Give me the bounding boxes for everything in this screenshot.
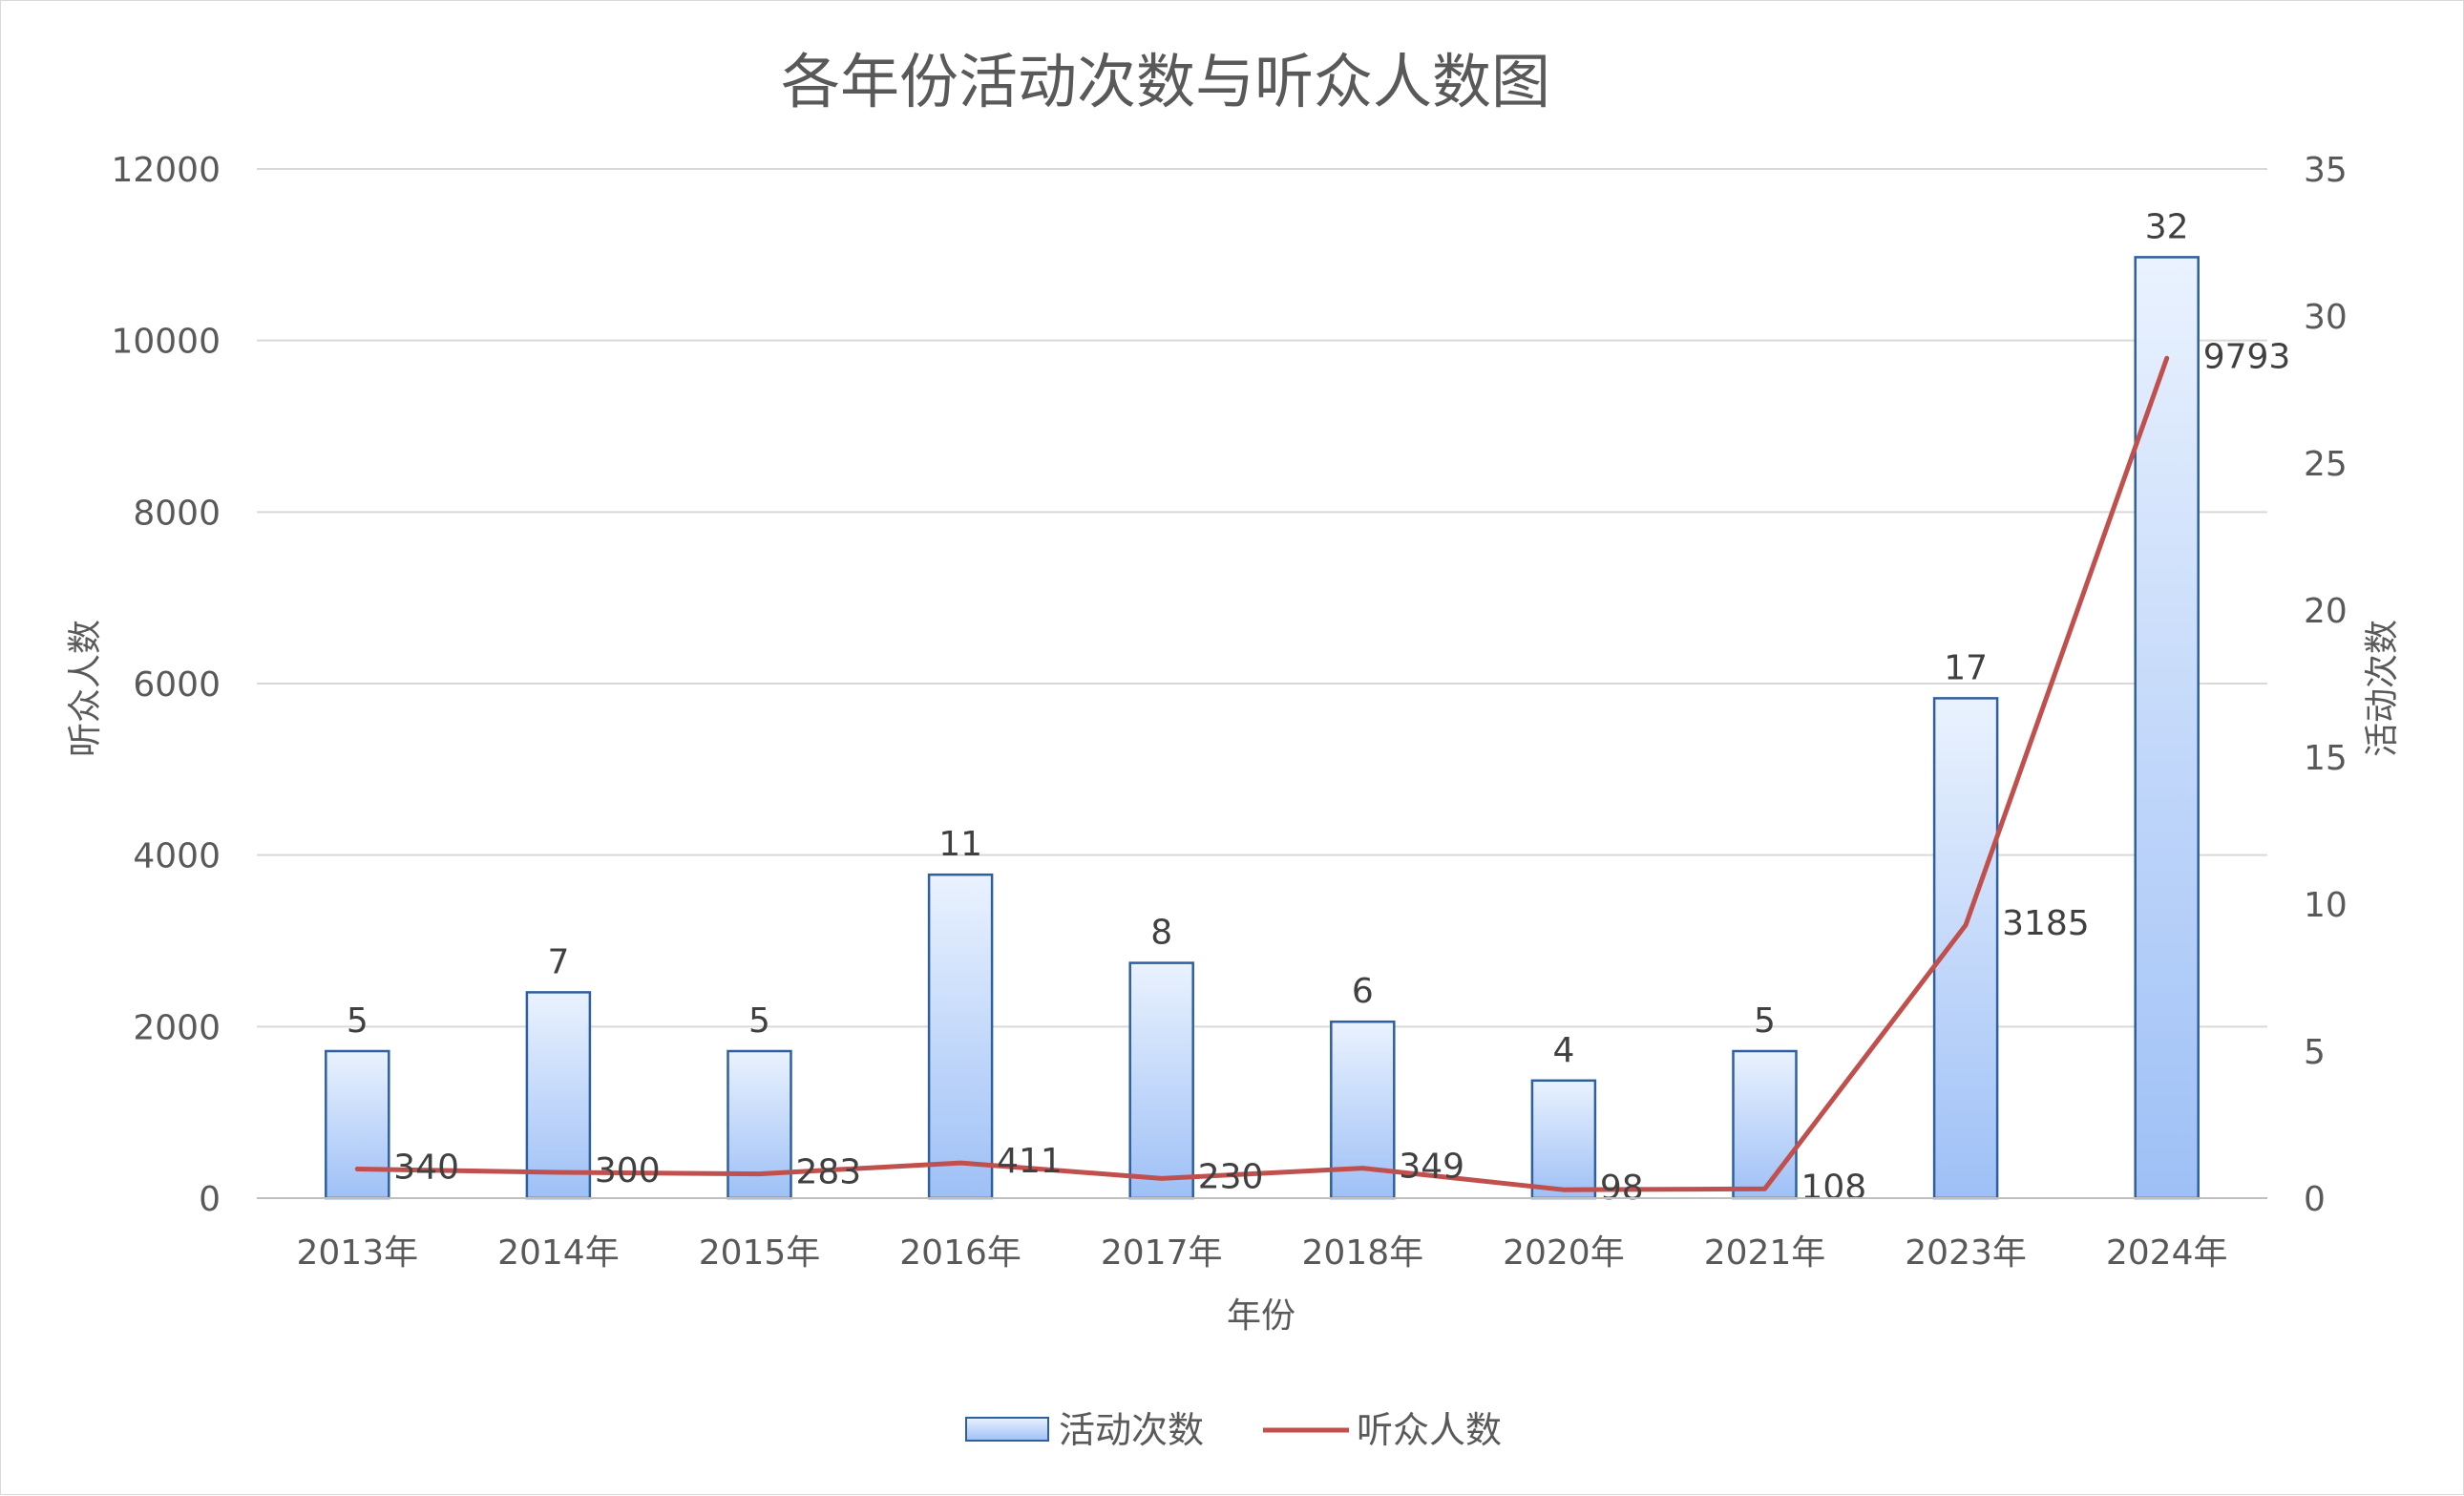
bar-data-label: 5 bbox=[347, 1001, 369, 1041]
x-tick-label: 2016年 bbox=[899, 1233, 1021, 1273]
y2-tick-label: 35 bbox=[2304, 151, 2348, 190]
gridlines bbox=[257, 168, 2267, 1199]
data-labels: 5 7 5 11 8 6 4 5 17 32 340 300 283 411 230 349 98 108 3185… bbox=[347, 207, 2290, 1208]
x-tick-label: 2013年 bbox=[296, 1233, 418, 1273]
y-tick-label: 4000 bbox=[133, 837, 221, 876]
bar bbox=[1128, 961, 1194, 1200]
line-data-label: 411 bbox=[997, 1142, 1063, 1181]
x-tick-label: 2015年 bbox=[699, 1233, 821, 1273]
y2-axis-title: 活动次数 bbox=[2363, 620, 2402, 757]
bar-data-label: 11 bbox=[938, 825, 982, 864]
x-axis-title: 年份 bbox=[1227, 1296, 1295, 1336]
x-tick-label: 2020年 bbox=[1503, 1233, 1625, 1273]
x-tick-label: 2017年 bbox=[1101, 1233, 1223, 1273]
y2-tick-label: 0 bbox=[2304, 1180, 2326, 1219]
x-tick-label: 2023年 bbox=[1905, 1233, 2027, 1273]
bar-data-label: 4 bbox=[1552, 1031, 1574, 1070]
y2-tick-label: 5 bbox=[2304, 1033, 2326, 1072]
y2-tick-label: 20 bbox=[2304, 592, 2348, 631]
line-data-label: 283 bbox=[796, 1153, 862, 1192]
line-path bbox=[354, 355, 2170, 1192]
y2-tick-label: 25 bbox=[2304, 445, 2348, 484]
y-tick-label: 6000 bbox=[133, 665, 221, 705]
y2-tick-label: 15 bbox=[2304, 739, 2348, 778]
chart-title: 各年份活动次数与听众人数图 bbox=[781, 47, 1550, 116]
x-tick-label: 2024年 bbox=[2106, 1233, 2228, 1273]
bar bbox=[2134, 256, 2200, 1200]
y-axis-title: 听众人数 bbox=[66, 620, 105, 757]
line-data-label: 300 bbox=[595, 1151, 661, 1190]
bar bbox=[325, 1049, 390, 1200]
y-tick-label: 12000 bbox=[111, 151, 221, 190]
bar-data-label: 17 bbox=[1944, 648, 1988, 687]
line-data-label: 349 bbox=[1399, 1148, 1464, 1187]
y-tick-label: 2000 bbox=[133, 1008, 221, 1047]
bar-data-label: 5 bbox=[1754, 1001, 1776, 1041]
legend-line-label: 听众人数 bbox=[1357, 1409, 1502, 1451]
bar-data-label: 32 bbox=[2145, 207, 2189, 246]
y-tick-label: 0 bbox=[199, 1180, 221, 1219]
y2-tick-label: 30 bbox=[2304, 298, 2348, 337]
bar-data-label: 5 bbox=[748, 1001, 770, 1041]
axes: 0 2000 4000 6000 8000 10000 12000 0 5 10 15 20 25 30 3… bbox=[111, 151, 2347, 1273]
y-tick-label: 10000 bbox=[111, 323, 221, 362]
line-data-label: 108 bbox=[1801, 1168, 1867, 1207]
line-data-label: 3185 bbox=[2002, 904, 2090, 943]
y2-tick-label: 10 bbox=[2304, 886, 2348, 925]
bar bbox=[1932, 697, 1999, 1200]
legend: 活动次数 听众人数 bbox=[965, 1409, 1502, 1451]
bar-series bbox=[325, 256, 2200, 1200]
line-data-label: 98 bbox=[1600, 1169, 1644, 1208]
bar bbox=[1530, 1079, 1597, 1200]
bar-data-label: 7 bbox=[547, 942, 569, 981]
line-series bbox=[354, 355, 2170, 1192]
line-data-label: 9793 bbox=[2203, 337, 2291, 376]
line-data-label: 340 bbox=[393, 1148, 459, 1187]
bar bbox=[927, 873, 994, 1200]
line-data-label: 230 bbox=[1198, 1157, 1264, 1196]
legend-bar-label: 活动次数 bbox=[1059, 1409, 1204, 1451]
x-tick-label: 2014年 bbox=[497, 1233, 620, 1273]
bar-data-label: 8 bbox=[1150, 914, 1172, 953]
legend-bar-swatch bbox=[965, 1417, 1049, 1442]
bar bbox=[1732, 1049, 1798, 1200]
bar bbox=[525, 991, 592, 1200]
bar-data-label: 6 bbox=[1352, 972, 1374, 1011]
y-tick-label: 8000 bbox=[133, 494, 221, 533]
x-tick-label: 2021年 bbox=[1704, 1233, 1826, 1273]
x-tick-label: 2018年 bbox=[1301, 1233, 1423, 1273]
